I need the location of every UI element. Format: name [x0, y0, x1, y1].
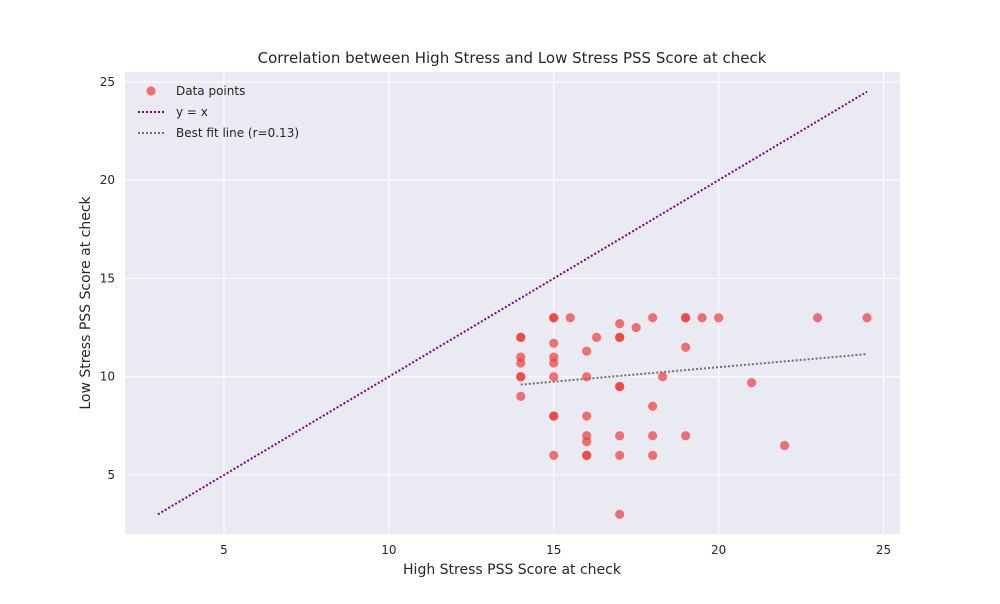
data-point: [516, 372, 526, 382]
data-point: [779, 440, 790, 451]
data-point: [615, 450, 625, 460]
legend-label: Best fit line (r=0.13): [176, 126, 299, 140]
data-point: [697, 313, 707, 323]
data-point: [648, 431, 658, 441]
data-point: [714, 313, 724, 323]
data-point: [862, 313, 872, 323]
data-point: [615, 381, 625, 392]
chart-title: Correlation between High Stress and Low …: [258, 49, 767, 67]
data-point: [549, 358, 559, 368]
series: [157, 90, 868, 516]
identity-line: [157, 90, 868, 516]
grid: [125, 72, 900, 534]
data-point: [648, 450, 658, 460]
data-point: [549, 372, 559, 382]
data-point: [681, 431, 691, 441]
data-point: [615, 509, 625, 519]
data-point: [615, 431, 625, 441]
data-point: [615, 319, 625, 329]
data-point: [591, 332, 602, 343]
legend-marker-data-points: [146, 86, 156, 96]
data-point: [681, 342, 691, 352]
data-point: [516, 391, 526, 401]
data-point: [681, 313, 691, 323]
x-axis-label: High Stress PSS Score at check: [403, 562, 622, 578]
y-tick-label: 5: [107, 468, 115, 482]
data-point: [582, 346, 592, 356]
data-point: [657, 372, 668, 382]
x-tick-label: 20: [711, 543, 726, 557]
legend-label: Data points: [176, 84, 245, 98]
data-point: [516, 332, 526, 343]
y-tick-labels: 5 10 15 20 25: [100, 75, 115, 482]
best-fit-line: [520, 353, 868, 386]
data-point: [549, 411, 559, 421]
data-points: [516, 313, 872, 519]
y-axis-label: Low Stress PSS Score at check: [78, 195, 94, 409]
x-tick-label: 25: [876, 543, 891, 557]
data-point: [565, 313, 575, 323]
legend: Data points y = x Best fit line (r=0.13): [138, 84, 299, 140]
x-tick-labels: 5 10 15 20 25: [220, 543, 891, 557]
data-point: [648, 401, 658, 411]
x-tick-label: 5: [220, 543, 228, 557]
x-tick-label: 15: [546, 543, 561, 557]
y-tick-label: 10: [100, 370, 115, 384]
data-point: [549, 313, 559, 323]
x-tick-label: 10: [381, 543, 396, 557]
y-tick-label: 25: [100, 75, 115, 89]
y-tick-label: 15: [100, 271, 115, 285]
data-point: [582, 437, 592, 447]
data-point: [812, 313, 823, 323]
data-point: [582, 372, 592, 382]
y-tick-label: 20: [100, 173, 115, 187]
data-point: [516, 358, 526, 368]
data-point: [549, 338, 559, 348]
legend-label: y = x: [176, 105, 208, 119]
data-point: [582, 450, 592, 460]
data-point: [746, 378, 757, 388]
data-point: [615, 332, 625, 343]
data-point: [549, 450, 559, 460]
data-point: [648, 313, 658, 323]
data-point: [631, 322, 641, 333]
data-point: [582, 411, 592, 421]
